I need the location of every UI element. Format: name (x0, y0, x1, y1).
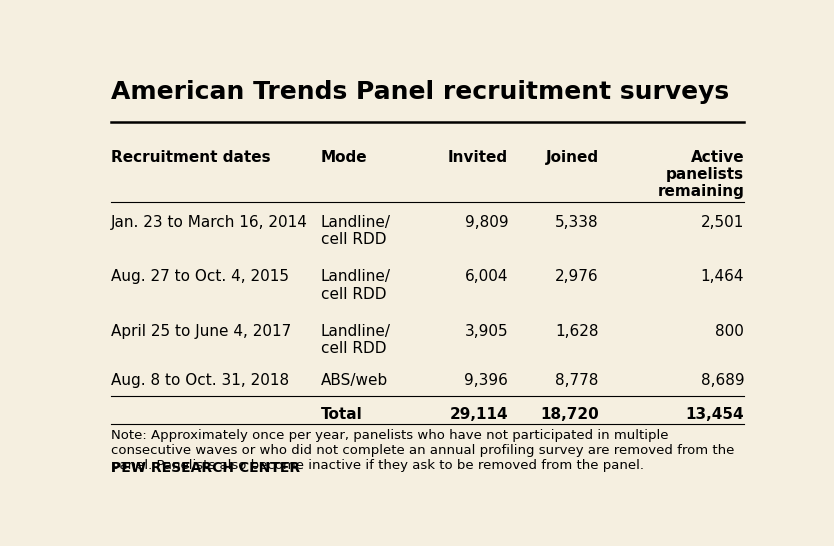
Text: Jan. 23 to March 16, 2014: Jan. 23 to March 16, 2014 (111, 215, 308, 230)
Text: 9,396: 9,396 (465, 373, 508, 388)
Text: 800: 800 (716, 324, 744, 339)
Text: Aug. 8 to Oct. 31, 2018: Aug. 8 to Oct. 31, 2018 (111, 373, 289, 388)
Text: Total: Total (321, 407, 363, 422)
Text: 5,338: 5,338 (555, 215, 599, 230)
Text: 13,454: 13,454 (686, 407, 744, 422)
Text: 9,809: 9,809 (465, 215, 508, 230)
Text: 1,628: 1,628 (555, 324, 599, 339)
Text: 2,976: 2,976 (555, 269, 599, 284)
Text: 3,905: 3,905 (465, 324, 508, 339)
Text: April 25 to June 4, 2017: April 25 to June 4, 2017 (111, 324, 291, 339)
Text: Joined: Joined (545, 150, 599, 164)
Text: Landline/
cell RDD: Landline/ cell RDD (321, 215, 391, 247)
Text: Mode: Mode (321, 150, 368, 164)
Text: 8,778: 8,778 (555, 373, 599, 388)
Text: Recruitment dates: Recruitment dates (111, 150, 270, 164)
Text: Landline/
cell RDD: Landline/ cell RDD (321, 324, 391, 357)
Text: 18,720: 18,720 (540, 407, 599, 422)
Text: Invited: Invited (448, 150, 508, 164)
Text: 29,114: 29,114 (450, 407, 508, 422)
Text: 1,464: 1,464 (701, 269, 744, 284)
Text: 8,689: 8,689 (701, 373, 744, 388)
Text: Landline/
cell RDD: Landline/ cell RDD (321, 269, 391, 302)
Text: American Trends Panel recruitment surveys: American Trends Panel recruitment survey… (111, 80, 729, 104)
Text: 2,501: 2,501 (701, 215, 744, 230)
Text: ABS/web: ABS/web (321, 373, 388, 388)
Text: 6,004: 6,004 (465, 269, 508, 284)
Text: PEW RESEARCH CENTER: PEW RESEARCH CENTER (111, 461, 300, 476)
Text: Aug. 27 to Oct. 4, 2015: Aug. 27 to Oct. 4, 2015 (111, 269, 289, 284)
Text: Note: Approximately once per year, panelists who have not participated in multip: Note: Approximately once per year, panel… (111, 429, 734, 472)
Text: Active
panelists
remaining: Active panelists remaining (657, 150, 744, 199)
